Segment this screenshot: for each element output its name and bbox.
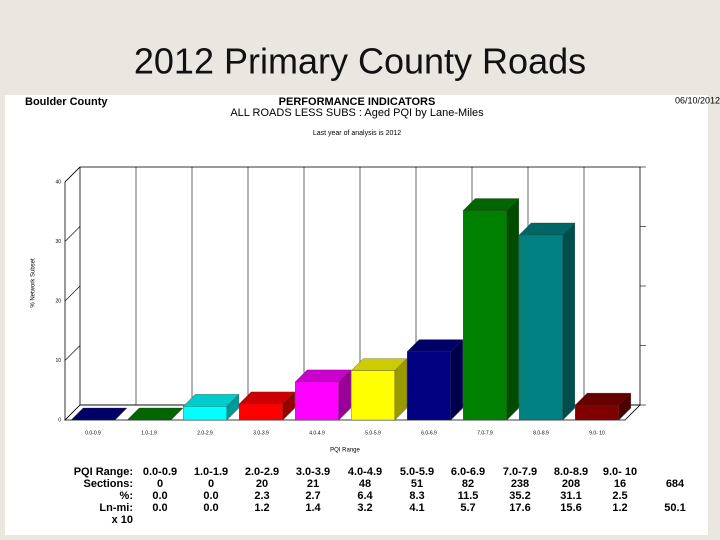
sections-cell: 20 [256,478,268,490]
y-tick-label: 10 [55,358,61,364]
sections-total: 684 [666,478,685,490]
chart-subtitle: ALL ROADS LESS SUBS : Aged PQI by Lane-M… [230,107,484,119]
sections-cell: 238 [511,478,529,490]
row-label: Sections: [83,478,133,490]
sections-cell: 82 [462,478,474,490]
plot: 0 10 20 30 40 0.0-0.9 1.0-1.9 2.0-2.9 3.0-3.9 4.0… [55,166,646,436]
x-tick-label: 9.0- 10 [589,430,605,436]
sections-cell: 0 [208,478,214,490]
y-tick-label: 30 [55,239,61,245]
percent-cell: 2.7 [305,490,320,502]
lnmi-total: 50.1 [664,502,685,514]
sections-cell: 48 [359,478,371,490]
bar-top [126,407,184,421]
slide-title: 2012 Primary County Roads [134,41,586,82]
sections-cell: 0 [157,478,163,490]
chart-note: Last year of analysis is 2012 [313,130,401,137]
lnmi-cell: 1.2 [254,502,269,514]
y-tick-label: 0 [58,417,61,423]
grid-line [64,345,81,361]
range-cell: 5.0-5.9 [400,466,434,478]
x-tick-label: 6.0-6.9 [421,430,437,436]
grid-line [64,226,81,242]
data-table: PQI Range: Sections: %: Ln-mi: x 10 684 … [74,466,686,526]
range-cell: 0.0-0.9 [143,466,177,478]
x-tick-label: 4.0-4.9 [309,430,325,436]
y-tick-label: 40 [55,179,61,185]
percent-cell: 8.3 [409,490,424,502]
sections-cell: 21 [307,478,319,490]
bar [575,404,619,421]
range-cell: 9.0- 10 [603,466,637,478]
x-tick-label: 3.0-3.9 [253,430,269,436]
range-cell: 3.0-3.9 [296,466,330,478]
percent-cell: 2.3 [254,490,269,502]
percent-cell: 35.2 [509,490,530,502]
bar [463,210,507,421]
grid-line [64,166,81,183]
x-tick-label: 8.0-8.9 [533,430,549,436]
bar [295,381,339,421]
bar [519,234,563,421]
sections-cell: 51 [411,478,423,490]
range-cell: 6.0-6.9 [451,466,485,478]
lnmi-cell: 1.4 [305,502,321,514]
lnmi-cell: 5.7 [460,502,475,514]
bar-side [562,222,575,421]
bar [351,370,395,421]
percent-cell: 11.5 [458,490,479,502]
bar [407,351,451,421]
x-tick-label: 5.0-5.9 [365,430,381,436]
y-axis-label: % Network Subset [31,258,37,308]
sections-cell: 16 [614,478,626,490]
percent-cell: 2.5 [612,490,627,502]
org-name: Boulder County [25,96,108,108]
sections-cell: 208 [562,478,580,490]
chart-title: PERFORMANCE INDICATORS [279,96,436,108]
x-tick-label: 2.0-2.9 [197,430,213,436]
x-tick-label: 7.0-7.9 [477,430,493,436]
bar [183,406,227,421]
range-cell: 7.0-7.9 [503,466,537,478]
percent-cell: 0.0 [152,490,167,502]
bar-side [450,339,463,421]
lnmi-cell: 15.6 [560,502,581,514]
range-cell: 8.0-8.9 [554,466,588,478]
x-tick-label: 1.0-1.9 [141,430,157,436]
percent-cell: 0.0 [203,490,218,502]
lnmi-cell: 17.6 [509,502,530,514]
grid-line [64,285,81,302]
percent-cell: 31.1 [560,490,581,502]
lnmi-cell: 0.0 [203,502,218,514]
bar-top [70,407,128,421]
y-tick-label: 20 [55,298,61,304]
x-axis-label: PQI Range [330,448,360,454]
chart-date: 06/10/2012 [675,95,720,105]
grid-line [64,404,81,421]
row-label: Ln-mi: [99,502,133,514]
lnmi-cell: 4.1 [409,502,424,514]
lnmi-cell: 1.2 [612,502,627,514]
x-tick-label: 0.0-0.9 [85,430,101,436]
range-cell: 4.0-4.9 [348,466,382,478]
row-label: %: [120,490,133,502]
bar-side [506,198,519,421]
chart-panel [5,95,708,535]
range-cell: 2.0-2.9 [245,466,279,478]
bar [239,403,283,421]
lnmi-cell: 0.0 [152,502,167,514]
percent-cell: 6.4 [357,490,373,502]
range-cell: 1.0-1.9 [194,466,228,478]
row-label: x 10 [112,514,133,526]
lnmi-cell: 3.2 [357,502,372,514]
row-label: PQI Range: [74,466,133,478]
